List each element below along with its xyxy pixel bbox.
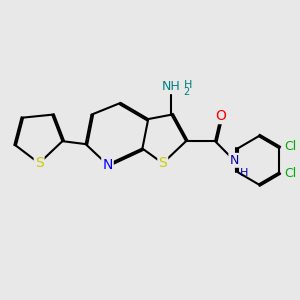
Text: NH: NH <box>162 80 181 93</box>
Text: H: H <box>240 168 248 178</box>
Text: S: S <box>35 156 44 170</box>
Text: N: N <box>102 158 113 172</box>
Text: N: N <box>229 154 239 167</box>
Text: 2: 2 <box>184 87 190 97</box>
Text: Cl: Cl <box>284 167 297 180</box>
Text: S: S <box>158 156 167 170</box>
Text: O: O <box>215 109 226 123</box>
Text: Cl: Cl <box>284 140 297 153</box>
Text: H: H <box>184 80 192 90</box>
